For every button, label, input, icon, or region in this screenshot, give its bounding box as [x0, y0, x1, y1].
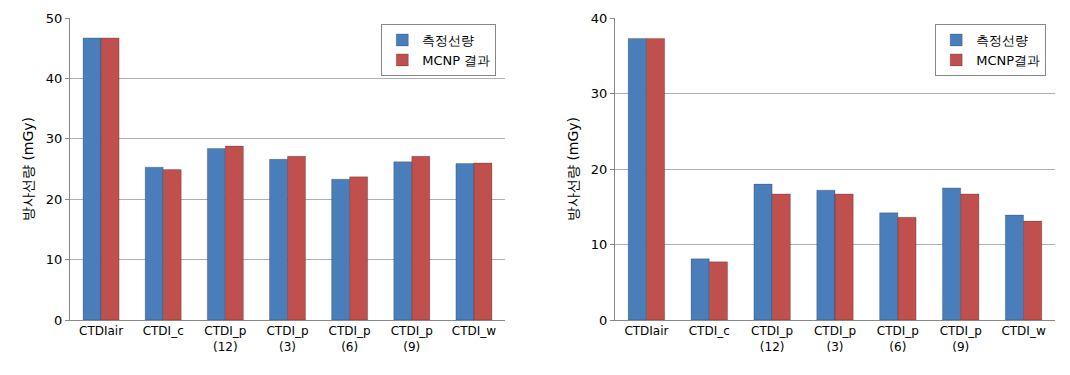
svg-text:20: 20 [46, 192, 63, 207]
svg-text:40: 40 [46, 71, 63, 86]
svg-text:CTDI_p(12): CTDI_p(12) [751, 324, 793, 354]
svg-text:CTDI_w: CTDI_w [452, 324, 496, 338]
svg-text:측정선량: 측정선량 [976, 33, 1028, 48]
svg-text:40: 40 [591, 11, 608, 26]
svg-text:CTDI_c: CTDI_c [143, 324, 184, 338]
svg-text:방사선량 (mGy): 방사선량 (mGy) [20, 117, 36, 221]
svg-text:CTDI_p(12): CTDI_p(12) [204, 324, 246, 354]
svg-text:MCNP결과: MCNP결과 [976, 53, 1040, 68]
svg-text:CTDI_p(6): CTDI_p(6) [329, 324, 371, 354]
svg-text:CTDIair: CTDIair [79, 324, 123, 338]
svg-text:CTDI_p(9): CTDI_p(9) [391, 324, 433, 354]
svg-text:측정선량: 측정선량 [422, 33, 474, 48]
svg-text:CTDI_c: CTDI_c [689, 324, 730, 338]
svg-text:MCNP 결과: MCNP 결과 [422, 53, 490, 68]
svg-text:CTDI_p(3): CTDI_p(3) [266, 324, 308, 354]
svg-text:방사선량 (mGy): 방사선량 (mGy) [565, 117, 581, 221]
svg-text:20: 20 [591, 162, 608, 177]
svg-text:CTDI_p(3): CTDI_p(3) [814, 324, 856, 354]
svg-text:30: 30 [46, 131, 63, 146]
svg-text:50: 50 [46, 11, 63, 26]
svg-text:0: 0 [54, 313, 62, 328]
svg-text:CTDI_p(9): CTDI_p(9) [940, 324, 982, 354]
svg-text:CTDI_w: CTDI_w [1001, 324, 1045, 338]
svg-text:30: 30 [591, 86, 608, 101]
svg-text:0: 0 [599, 313, 607, 328]
svg-text:10: 10 [591, 237, 608, 252]
svg-text:10: 10 [46, 252, 63, 267]
svg-text:CTDIair: CTDIair [624, 324, 668, 338]
svg-text:CTDI_p(6): CTDI_p(6) [877, 324, 919, 354]
